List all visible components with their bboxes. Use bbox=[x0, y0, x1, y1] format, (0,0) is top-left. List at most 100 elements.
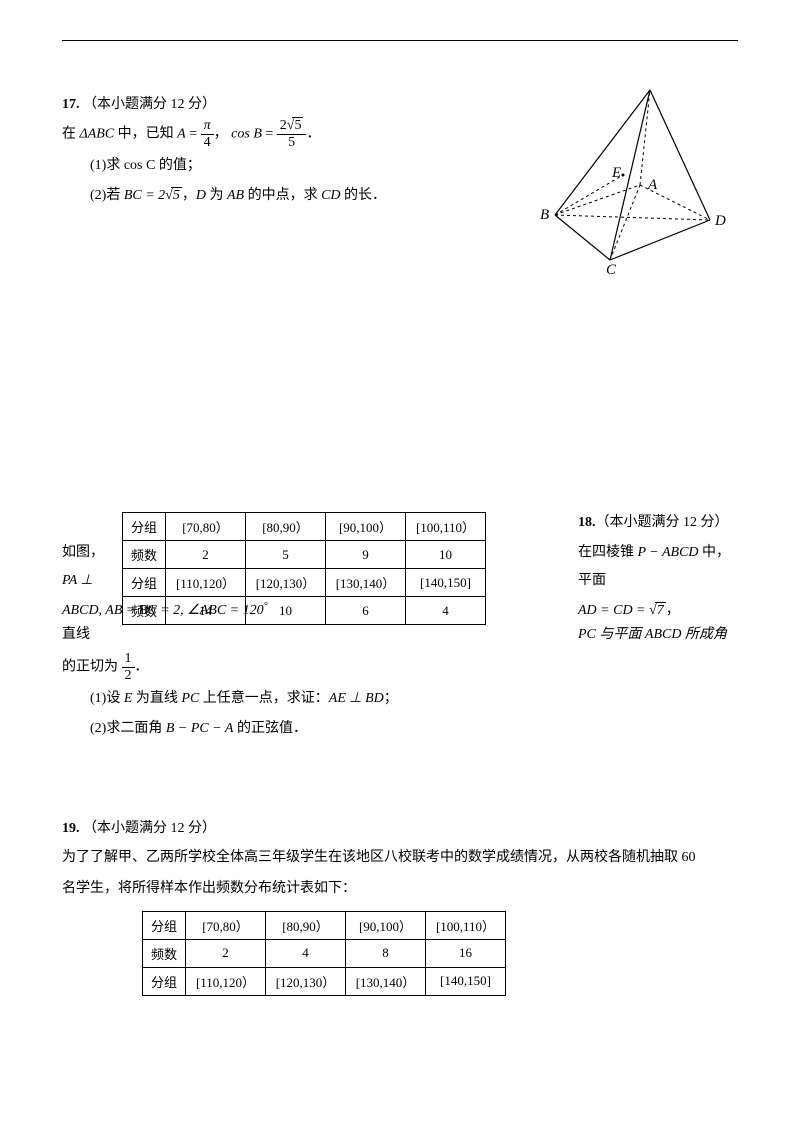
q17-p2end: 的长． bbox=[341, 188, 387, 203]
q18-pyramid: P − ABCD bbox=[638, 545, 699, 560]
t2-b8: [140,150] bbox=[426, 967, 506, 995]
q18-abcd: ABCD, AB = BC = 2, ∠ABC = 120° bbox=[62, 603, 268, 618]
t1-h3: 分组 bbox=[123, 569, 166, 597]
q18-r3: 平面 bbox=[578, 568, 743, 593]
t1-h2: 频数 bbox=[123, 541, 166, 569]
q17-tri: ΔABC bbox=[80, 127, 115, 142]
t2-b2: [80,90） bbox=[266, 911, 346, 939]
t2-b5: [110,120） bbox=[186, 967, 266, 995]
q19-stem1: 为了了解甲、乙两所学校全体高三年级学生在该地区八校联考中的数学成绩情况，从两校各… bbox=[62, 843, 738, 874]
q17-prefix: 在 bbox=[62, 127, 80, 142]
q19-header: 19. （本小题满分 12 分） bbox=[62, 815, 738, 843]
table-row: 分组 [110,120） [120,130） [130,140） [140,15… bbox=[123, 569, 486, 597]
q18-r5: PC 与平面 ABCD 所成角 bbox=[578, 622, 743, 647]
q18-pcplane: PC 与平面 ABCD 所成角 bbox=[578, 627, 727, 642]
table-row: 频数 2 4 8 16 bbox=[143, 939, 506, 967]
pyramid-svg: P A B C D E bbox=[530, 85, 730, 275]
problem-19: 19. （本小题满分 12 分） 为了了解甲、乙两所学校全体高三年级学生在该地区… bbox=[62, 815, 738, 996]
q18-part2: (2)求二面角 B − PC − A 的正弦值． bbox=[90, 714, 738, 745]
table2-wrap: 分组 [70,80） [80,90） [90,100） [100,110） 频数… bbox=[142, 911, 738, 996]
q18-l4: 直线 bbox=[62, 622, 90, 647]
pyramid-figure: P A B C D E bbox=[530, 85, 730, 275]
t2-b4: [100,110） bbox=[426, 911, 506, 939]
top-rule bbox=[62, 40, 738, 41]
table-row: 频数 2 5 9 10 bbox=[123, 541, 486, 569]
q17-number: 17. bbox=[62, 97, 80, 112]
q18-points: （本小题满分 12 分） bbox=[596, 515, 729, 530]
t2-b6: [120,130） bbox=[266, 967, 346, 995]
q18-tan-num: 1 bbox=[122, 652, 135, 668]
t2-v2: 4 bbox=[266, 939, 346, 967]
label-E: E bbox=[611, 165, 621, 181]
q18-tan: 的正切为 12． bbox=[62, 652, 738, 684]
q17-p2a: (2)若 bbox=[90, 188, 124, 203]
q18-l2: PA ⊥ bbox=[62, 568, 93, 593]
q19-stem2: 名学生，将所得样本作出频数分布统计表如下： bbox=[62, 874, 738, 905]
label-A: A bbox=[647, 177, 658, 193]
q17-mid: 中，已知 bbox=[114, 127, 177, 142]
q18-r4: AD = CD = √7， bbox=[578, 598, 743, 623]
t1-v3: 9 bbox=[326, 541, 406, 569]
q18-r2: 在四棱锥 P − ABCD 中， bbox=[578, 540, 743, 565]
t1-b4: [100,110） bbox=[406, 513, 486, 541]
q18-tanperiod: ． bbox=[135, 660, 149, 675]
t2-v1: 2 bbox=[186, 939, 266, 967]
q18-number: 18. bbox=[578, 515, 596, 530]
q17-fracB: 2√55 bbox=[277, 119, 307, 150]
t1-b1: [70,80） bbox=[166, 513, 246, 541]
t2-h1: 分组 bbox=[143, 911, 186, 939]
problem-18-flow: 分组 [70,80） [80,90） [90,100） [100,110） 频数… bbox=[62, 512, 738, 745]
table2: 分组 [70,80） [80,90） [90,100） [100,110） 频数… bbox=[142, 911, 506, 996]
q17-p2-d: D bbox=[196, 188, 206, 203]
q18-part1: (1)设 E 为直线 PC 上任意一点，求证：AE ⊥ BD； bbox=[90, 684, 738, 715]
table-row: 分组 [70,80） [80,90） [90,100） [100,110） bbox=[143, 911, 506, 939]
t1-b8: [140,150] bbox=[406, 569, 486, 597]
q17-points: （本小题满分 12 分） bbox=[83, 97, 216, 112]
q17-p2mid: 的中点，求 bbox=[244, 188, 321, 203]
page: 17. （本小题满分 12 分） 在 ΔABC 中，已知 A = π4， cos… bbox=[0, 0, 800, 1132]
t1-v1: 2 bbox=[166, 541, 246, 569]
t2-b1: [70,80） bbox=[186, 911, 266, 939]
t1-b3: [90,100） bbox=[326, 513, 406, 541]
t1-v2: 5 bbox=[246, 541, 326, 569]
q18-adcd: AD = CD = √7 bbox=[578, 603, 666, 618]
q17-comma1: ， bbox=[214, 127, 228, 142]
label-B: B bbox=[540, 207, 549, 223]
q18-header: 18.（本小题满分 12 分） bbox=[578, 510, 743, 535]
q18-prefix-b: 在四棱锥 bbox=[578, 545, 638, 560]
label-P: P bbox=[647, 85, 657, 88]
t1-b5: [110,120） bbox=[166, 569, 246, 597]
q17-A: A bbox=[177, 127, 186, 142]
t2-h2: 频数 bbox=[143, 939, 186, 967]
q17-fracA-num: π bbox=[201, 119, 214, 135]
t1-b6: [120,130） bbox=[246, 569, 326, 597]
q17-eqA: = bbox=[186, 127, 201, 142]
t2-b3: [90,100） bbox=[346, 911, 426, 939]
q17-p2-bc: BC = 2√5 bbox=[124, 188, 182, 203]
q18-pa: PA ⊥ bbox=[62, 573, 93, 588]
q18-l1: 如图， bbox=[62, 540, 104, 565]
q18-prefix-c: 中， bbox=[699, 545, 731, 560]
table-row: 分组 [70,80） [80,90） [90,100） [100,110） bbox=[123, 513, 486, 541]
q18-tanfrac: 12 bbox=[122, 652, 135, 683]
q17-p2-ab: AB bbox=[227, 188, 244, 203]
label-D: D bbox=[714, 213, 726, 229]
q17-eqB: = bbox=[262, 127, 277, 142]
label-C: C bbox=[606, 262, 617, 275]
q17-fracA: π4 bbox=[201, 119, 214, 150]
t1-b2: [80,90） bbox=[246, 513, 326, 541]
t1-b7: [130,140） bbox=[326, 569, 406, 597]
t2-v3: 8 bbox=[346, 939, 426, 967]
q17-p2-cd: CD bbox=[321, 188, 340, 203]
q17-period: ． bbox=[306, 127, 320, 142]
q18-tan-den: 2 bbox=[122, 668, 135, 683]
t2-h3: 分组 bbox=[143, 967, 186, 995]
q18-comma: ， bbox=[666, 603, 680, 618]
q18-l3: ABCD, AB = BC = 2, ∠ABC = 120° bbox=[62, 598, 562, 623]
q17-p2c: 为 bbox=[206, 188, 227, 203]
q17-fracA-den: 4 bbox=[201, 135, 214, 150]
q17-fracB-den: 5 bbox=[277, 135, 307, 150]
t2-b7: [130,140） bbox=[346, 967, 426, 995]
t1-h1: 分组 bbox=[123, 513, 166, 541]
t2-v4: 16 bbox=[426, 939, 506, 967]
